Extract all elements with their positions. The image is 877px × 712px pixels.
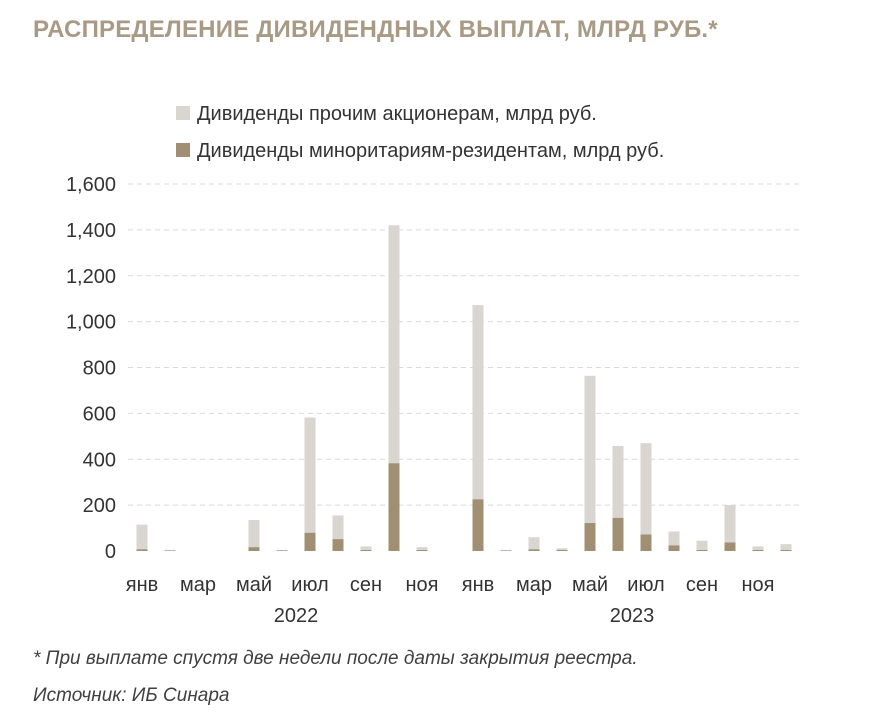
footnote: * При выплате спустя две недели после да…	[33, 648, 638, 669]
bar-minority-5	[276, 550, 288, 551]
bar-minority-4	[248, 547, 260, 551]
bar-minority-21	[724, 542, 736, 551]
grid	[128, 183, 800, 506]
x-axis: янв мар май июл сен ноя янв мар май июл сен ноя2022…	[126, 574, 775, 627]
x-tick-label: май	[572, 574, 608, 596]
bar-minority-17	[612, 517, 624, 551]
bar-other-4	[248, 520, 260, 548]
bar-minority-7	[332, 539, 344, 551]
bar-minority-20	[696, 549, 708, 551]
bar-minority-10	[416, 549, 428, 551]
bar-other-16	[584, 375, 596, 524]
y-tick-label: 1,600	[66, 174, 116, 196]
y-tick-label: 600	[83, 403, 116, 425]
x-tick-label: май	[236, 574, 272, 596]
legend-swatch-minority	[176, 143, 190, 157]
bar-minority-19	[668, 545, 680, 551]
legend-label-other: Дивиденды прочим акционерам, млрд руб.	[197, 103, 597, 125]
year-label: 2023	[610, 605, 655, 627]
y-tick-label: 1,400	[66, 220, 116, 242]
y-tick-label: 400	[83, 449, 116, 471]
y-tick-label: 1,200	[66, 266, 116, 288]
bar-minority-8	[360, 549, 372, 551]
legend: Дивиденды прочим акционерам, млрд руб. Ди…	[176, 103, 664, 162]
year-label: 2022	[274, 605, 319, 627]
bars	[136, 225, 792, 551]
bar-other-20	[696, 540, 708, 550]
bar-minority-18	[640, 534, 652, 551]
bar-other-19	[668, 531, 680, 546]
bar-minority-23	[780, 549, 792, 551]
bar-other-1	[164, 549, 176, 551]
x-tick-label: мар	[180, 574, 216, 596]
x-tick-label: янв	[126, 574, 159, 596]
bar-other-21	[724, 505, 736, 543]
bar-other-18	[640, 443, 652, 535]
chart-title: РАСПРЕДЕЛЕНИЕ ДИВИДЕНДНЫХ ВЫПЛАТ, МЛРД Р…	[33, 16, 718, 43]
bar-minority-9	[388, 463, 400, 551]
bar-other-14	[528, 537, 540, 550]
x-tick-label: янв	[462, 574, 495, 596]
y-tick-label: 1,000	[66, 312, 116, 334]
bar-minority-12	[472, 499, 484, 551]
bar-other-13	[500, 549, 512, 551]
x-tick-label: ноя	[742, 574, 775, 596]
bar-other-10	[416, 547, 428, 550]
bar-minority-15	[556, 549, 568, 551]
bar-minority-16	[584, 523, 596, 551]
x-tick-label: ноя	[406, 574, 439, 596]
bar-other-22	[752, 546, 764, 550]
bar-minority-0	[136, 549, 148, 551]
bar-other-8	[360, 546, 372, 550]
y-axis: 0 200 400 600 800 1,000 1,200 1,400 1,600	[66, 174, 116, 563]
bar-other-6	[304, 417, 316, 533]
x-tick-label: сен	[350, 574, 382, 596]
bar-minority-6	[304, 532, 316, 551]
y-tick-label: 200	[83, 495, 116, 517]
bar-minority-14	[528, 549, 540, 551]
bar-minority-22	[752, 549, 764, 551]
bar-other-17	[612, 445, 624, 518]
bar-other-23	[780, 544, 792, 550]
y-tick-label: 0	[105, 541, 116, 563]
x-tick-label: мар	[516, 574, 552, 596]
bar-other-15	[556, 548, 568, 550]
x-tick-label: июл	[627, 574, 664, 596]
x-tick-label: сен	[686, 574, 718, 596]
source-note: Источник: ИБ Синара	[33, 685, 230, 706]
y-tick-label: 800	[83, 358, 116, 380]
bar-other-12	[472, 305, 484, 500]
bar-other-9	[388, 225, 400, 464]
bar-other-0	[136, 524, 148, 550]
legend-label-minority: Дивиденды миноритариям-резидентам, млрд …	[197, 140, 664, 162]
legend-swatch-other	[176, 106, 190, 120]
x-tick-label: июл	[291, 574, 328, 596]
bar-other-7	[332, 515, 344, 540]
chart-area: Дивиденды прочим акционерам, млрд руб. Ди…	[66, 103, 800, 627]
